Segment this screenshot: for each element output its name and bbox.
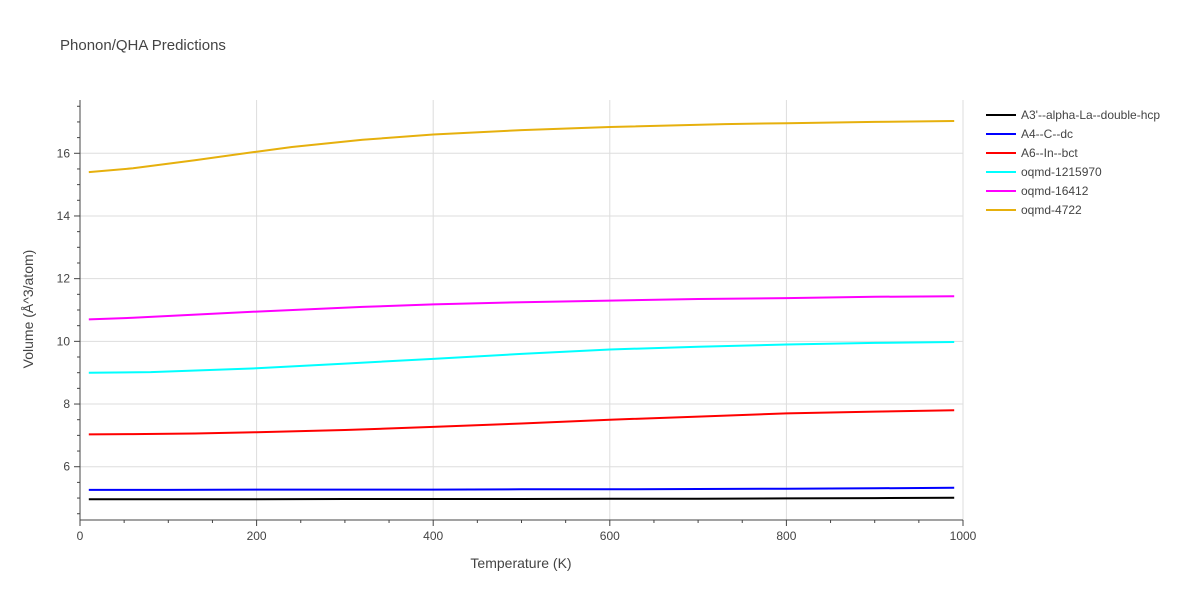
chart-title: Phonon/QHA Predictions: [60, 37, 226, 54]
legend-item[interactable]: A6--In--bct: [986, 146, 1078, 160]
x-tick-label: 800: [776, 529, 796, 543]
legend-label: oqmd-16412: [1021, 184, 1089, 198]
y-tick-label: 8: [63, 397, 70, 411]
x-tick-label: 400: [423, 529, 443, 543]
legend-label: oqmd-1215970: [1021, 165, 1102, 179]
axes: 0 200 400 600 800 1000 6 8 10 12 14 16: [57, 100, 977, 543]
legend-label: oqmd-4722: [1021, 203, 1082, 217]
series-line[interactable]: [88, 496, 955, 501]
grid: [80, 100, 964, 520]
legend-item[interactable]: A3'--alpha-La--double-hcp: [986, 108, 1160, 122]
series-line[interactable]: [88, 120, 955, 174]
y-tick-label: 12: [57, 272, 71, 286]
y-tick-label: 10: [57, 334, 71, 348]
y-tick-label: 16: [57, 146, 71, 160]
series-line[interactable]: [88, 409, 955, 436]
legend-item[interactable]: oqmd-4722: [986, 203, 1082, 217]
legend-item[interactable]: oqmd-1215970: [986, 165, 1102, 179]
legend-item[interactable]: oqmd-16412: [986, 184, 1089, 198]
x-tick-label: 1000: [950, 529, 977, 543]
y-tick-label: 6: [63, 460, 70, 474]
legend-label: A3'--alpha-La--double-hcp: [1021, 108, 1160, 122]
y-axis-title: Volume (Å^3/atom): [20, 250, 36, 369]
x-tick-label: 200: [247, 529, 267, 543]
series-line[interactable]: [88, 341, 955, 374]
legend[interactable]: A3'--alpha-La--double-hcp A4--C--dc A6--In…: [986, 108, 1160, 217]
series-line[interactable]: [88, 295, 955, 321]
x-axis-title: Temperature (K): [470, 555, 571, 571]
series-line[interactable]: [88, 486, 955, 491]
legend-label: A6--In--bct: [1021, 146, 1078, 160]
legend-label: A4--C--dc: [1021, 127, 1073, 141]
legend-item[interactable]: A4--C--dc: [986, 127, 1073, 141]
x-tick-label: 0: [77, 529, 84, 543]
y-tick-label: 14: [57, 209, 71, 223]
series-lines: [88, 120, 955, 501]
x-tick-label: 600: [600, 529, 620, 543]
